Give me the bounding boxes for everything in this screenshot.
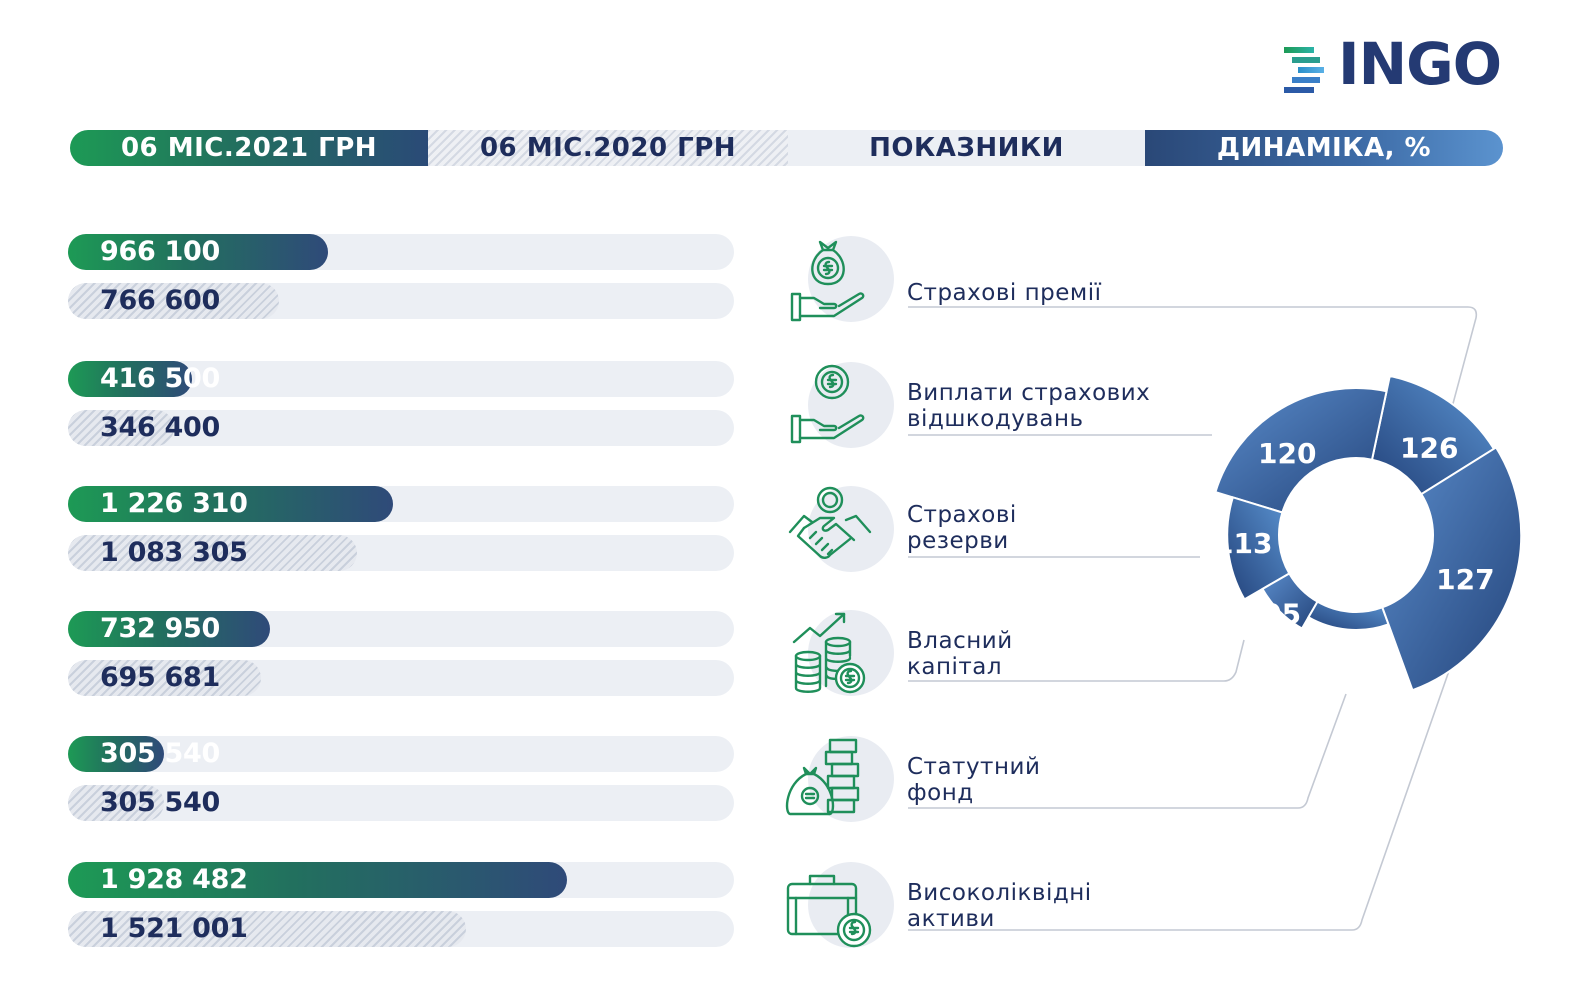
value-2021: 1 928 482 <box>100 864 248 895</box>
bar-2021 <box>68 361 192 397</box>
connector-line <box>908 667 1451 931</box>
indicator-label: капітал <box>907 654 1003 680</box>
bar-2021 <box>68 611 271 647</box>
coin-hand-icon <box>790 364 865 444</box>
dynamics-value: 105 <box>1243 597 1301 630</box>
indicator-label: Страхові премії <box>907 280 1102 306</box>
value-2021: 966 100 <box>100 236 221 267</box>
value-2020: 346 400 <box>100 412 221 443</box>
bar-2020 <box>68 410 175 446</box>
indicator-label: відшкодувань <box>907 406 1084 432</box>
logo-text: INGO <box>1338 30 1502 98</box>
bar-2021 <box>68 736 164 772</box>
value-2020: 695 681 <box>100 662 221 693</box>
dynamics-value: 113 <box>1214 527 1272 560</box>
icon-background <box>808 362 894 448</box>
coin-stacks-growth-icon <box>792 612 866 694</box>
ingo-logo-mark-icon <box>1284 47 1324 93</box>
bar-track <box>68 785 734 821</box>
header-dynamics: ДИНАМІКА, % <box>1145 130 1503 166</box>
bar-2020 <box>68 535 358 571</box>
value-2020: 766 600 <box>100 285 221 316</box>
bar-2021 <box>68 486 393 522</box>
dynamics-value: 120 <box>1258 437 1316 470</box>
money-bag-hand-icon <box>790 240 865 322</box>
dynamics-value: 127 <box>1436 563 1494 596</box>
indicator-label: резерви <box>907 528 1009 554</box>
header-2020: 06 МІС.2020 ГРН <box>428 130 788 166</box>
donut-hole <box>1279 458 1433 612</box>
value-2020: 1 521 001 <box>100 913 248 944</box>
briefcase-icon <box>786 874 872 948</box>
dynamics-value: 126 <box>1400 432 1458 465</box>
connector-line <box>908 306 1478 453</box>
indicator-label: фонд <box>907 780 974 806</box>
bar-track <box>68 410 734 446</box>
connector-line <box>908 693 1347 809</box>
bar-2020 <box>68 283 279 319</box>
header-2021: 06 МІС.2021 ГРН <box>70 130 428 166</box>
value-2021: 732 950 <box>100 613 221 644</box>
indicator-label: Страхові <box>907 502 1017 528</box>
value-2020: 305 540 <box>100 787 221 818</box>
indicator-label: Власний <box>907 628 1013 654</box>
connector-line <box>908 639 1245 682</box>
value-2021: 416 500 <box>100 363 221 394</box>
bar-2021 <box>68 862 568 898</box>
bar-2020 <box>68 785 164 821</box>
indicator-label: Статутний <box>907 754 1041 780</box>
indicator-label: активи <box>907 906 995 932</box>
bar-2021 <box>68 234 329 270</box>
value-2020: 1 083 305 <box>100 537 248 568</box>
bar-2020 <box>68 660 261 696</box>
header-indicators: ПОКАЗНИКИ <box>788 130 1145 166</box>
handshake-icon <box>788 486 872 559</box>
bar-2020 <box>68 911 466 947</box>
money-stack-bag-icon <box>785 738 860 816</box>
bar-track <box>68 736 734 772</box>
indicator-label: Високоліквідні <box>907 880 1092 906</box>
ingo-logo: INGO <box>1282 34 1512 98</box>
dynamics-value: 100 <box>1327 632 1385 665</box>
value-2021: 1 226 310 <box>100 488 248 519</box>
indicator-label: Виплати страхових <box>907 380 1151 406</box>
value-2021: 305 540 <box>100 738 221 769</box>
